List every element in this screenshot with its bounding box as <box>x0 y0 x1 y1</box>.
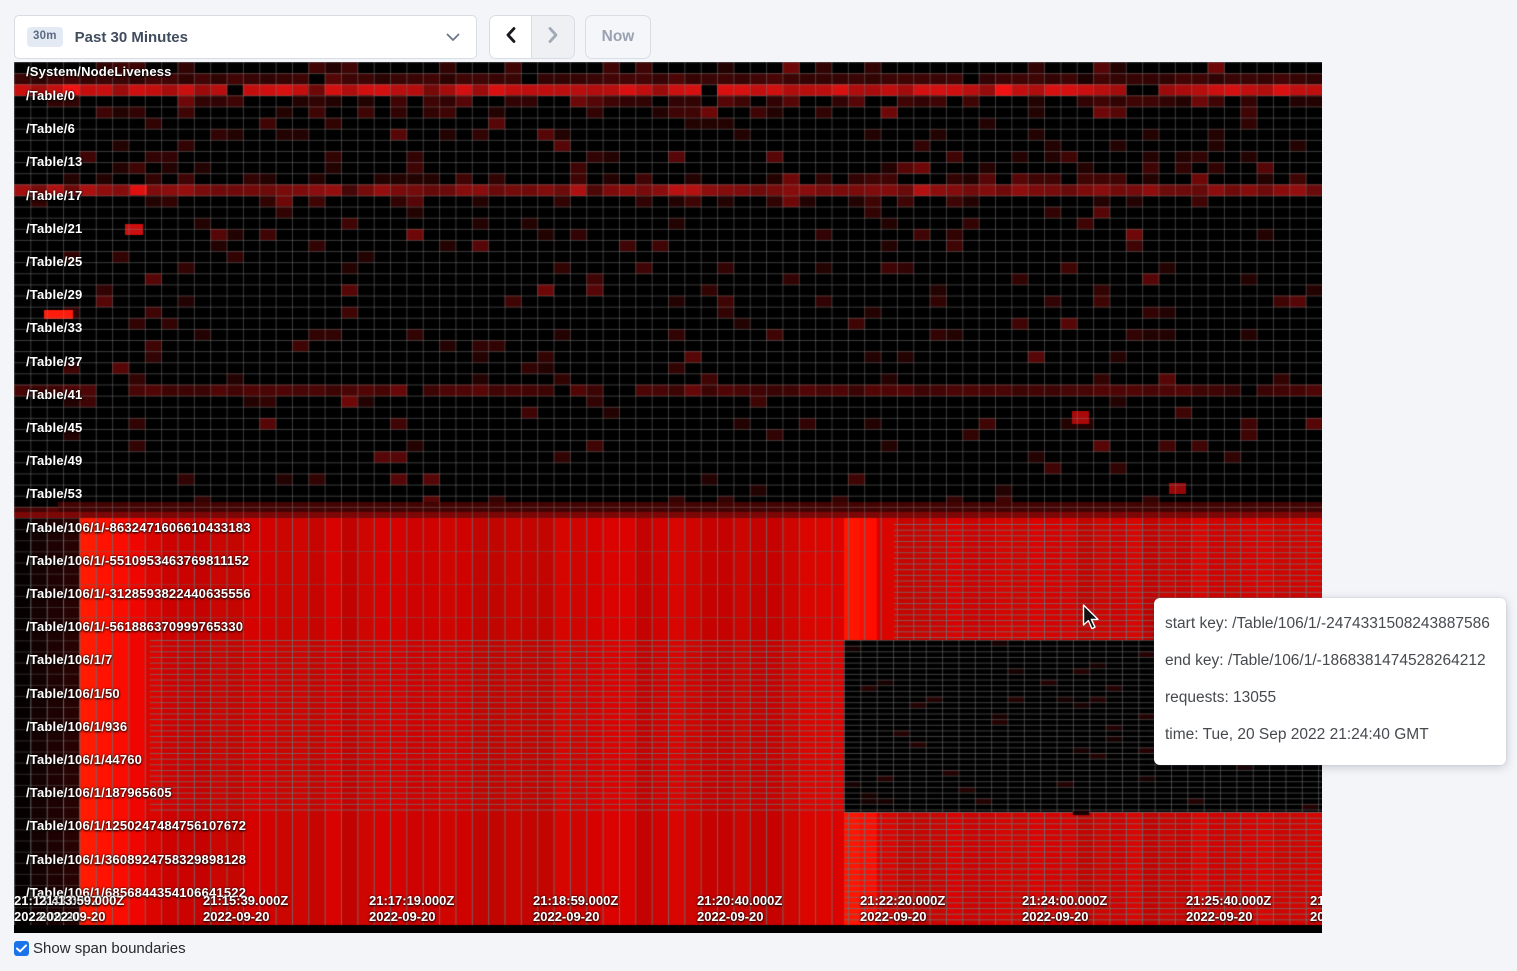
next-time-button[interactable] <box>532 16 574 58</box>
tooltip-end-key: end key: /Table/106/1/-18683814745282642… <box>1165 652 1486 669</box>
tooltip-time: time: Tue, 20 Sep 2022 21:24:40 GMT <box>1165 726 1429 743</box>
footer: Show span boundaries <box>14 940 186 957</box>
tooltip-start-key: start key: /Table/106/1/-247433150824388… <box>1165 615 1490 632</box>
prev-time-button[interactable] <box>490 16 532 58</box>
hover-tooltip: start key: /Table/106/1/-247433150824388… <box>1154 598 1506 765</box>
check-icon <box>16 940 27 958</box>
tooltip-requests: requests: 13055 <box>1165 689 1277 706</box>
time-range-select[interactable]: 30m Past 30 Minutes <box>14 15 477 59</box>
now-button[interactable]: Now <box>585 15 651 59</box>
time-nav-group <box>489 15 575 59</box>
chevron-left-icon <box>503 26 519 49</box>
chevron-right-icon <box>545 26 561 49</box>
time-range-label: Past 30 Minutes <box>74 28 188 46</box>
heatmap-area: /System/NodeLiveness/Table/0/Table/6/Tab… <box>14 62 1322 933</box>
time-range-badge: 30m <box>27 27 63 47</box>
mouse-cursor <box>1082 604 1102 636</box>
show-span-boundaries-label: Show span boundaries <box>33 940 186 957</box>
heatmap-canvas[interactable] <box>14 62 1322 933</box>
chevron-down-icon <box>446 33 460 42</box>
show-span-boundaries-checkbox[interactable] <box>14 941 29 956</box>
